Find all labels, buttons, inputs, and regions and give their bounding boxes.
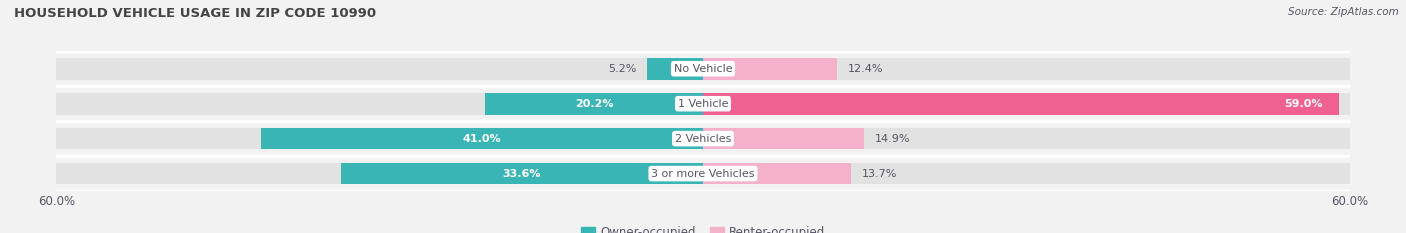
Text: 1 Vehicle: 1 Vehicle xyxy=(678,99,728,109)
Text: 33.6%: 33.6% xyxy=(503,169,541,178)
Bar xyxy=(56,93,1350,114)
Bar xyxy=(703,58,837,80)
Text: No Vehicle: No Vehicle xyxy=(673,64,733,74)
Bar xyxy=(703,163,851,185)
Text: HOUSEHOLD VEHICLE USAGE IN ZIP CODE 10990: HOUSEHOLD VEHICLE USAGE IN ZIP CODE 1099… xyxy=(14,7,377,20)
Bar xyxy=(647,58,703,80)
Text: 13.7%: 13.7% xyxy=(862,169,897,178)
Text: 20.2%: 20.2% xyxy=(575,99,613,109)
Bar xyxy=(703,128,863,150)
Text: 14.9%: 14.9% xyxy=(875,134,910,144)
Bar xyxy=(56,163,1350,185)
Text: 2 Vehicles: 2 Vehicles xyxy=(675,134,731,144)
Legend: Owner-occupied, Renter-occupied: Owner-occupied, Renter-occupied xyxy=(576,221,830,233)
Text: 3 or more Vehicles: 3 or more Vehicles xyxy=(651,169,755,178)
Bar xyxy=(703,93,1339,114)
Text: 12.4%: 12.4% xyxy=(848,64,883,74)
Text: 59.0%: 59.0% xyxy=(1284,99,1323,109)
Bar xyxy=(56,128,1350,150)
Text: 5.2%: 5.2% xyxy=(607,64,636,74)
Bar xyxy=(340,163,703,185)
Text: 41.0%: 41.0% xyxy=(463,134,502,144)
Bar xyxy=(485,93,703,114)
Text: Source: ZipAtlas.com: Source: ZipAtlas.com xyxy=(1288,7,1399,17)
Bar xyxy=(262,128,703,150)
Bar xyxy=(56,58,1350,80)
